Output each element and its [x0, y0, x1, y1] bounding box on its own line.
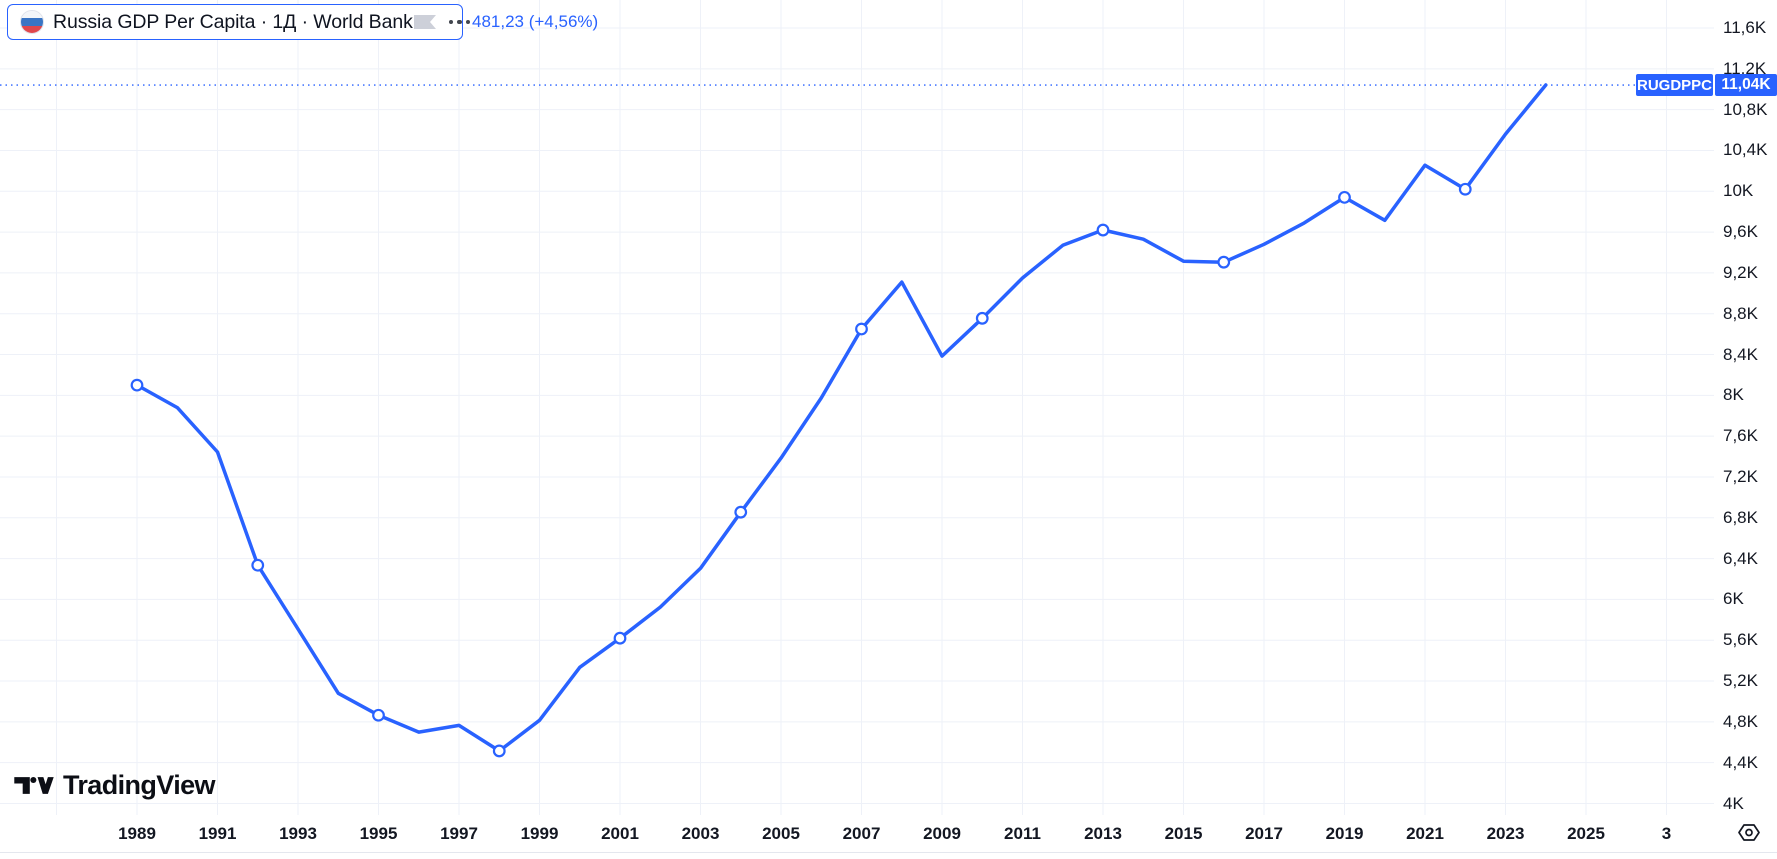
time-tick-label: 2025 [1567, 824, 1605, 843]
time-tick-label: 2007 [842, 824, 881, 843]
data-point-marker[interactable] [975, 311, 989, 325]
time-tick-label: 1995 [359, 824, 398, 843]
data-point-marker[interactable] [492, 744, 506, 758]
price-tick-label: 10,8K [1723, 99, 1768, 119]
time-tick-label: 1999 [520, 824, 559, 843]
symbol-title: Russia GDP Per Capita · 1Д · World Bank [53, 10, 413, 33]
settings-hexagon-icon[interactable] [1737, 822, 1761, 843]
price-tick-label: 8,4K [1723, 344, 1758, 364]
price-tick-label: 5,6K [1723, 630, 1758, 650]
data-point-marker[interactable] [372, 708, 385, 722]
price-tick-label: 4,8K [1723, 711, 1758, 731]
time-tick-label: 2023 [1486, 824, 1525, 843]
tradingview-logo-icon [14, 776, 54, 794]
time-tick-label: 2003 [681, 824, 720, 843]
data-point-marker[interactable] [1338, 190, 1351, 204]
price-tick-label: 8,8K [1723, 303, 1758, 323]
price-axis[interactable]: 11,6K 11,2K 10,8K 10,4K 10K 9,6K 9,2K 8,8K 8,4K 8… [1714, 0, 1777, 852]
time-tick-label: 2013 [1084, 824, 1122, 843]
price-badge-symbol: RUGDPPC [1636, 74, 1713, 96]
price-tick-label: 10K [1723, 181, 1754, 201]
time-tick-label: 1991 [198, 824, 237, 843]
price-tick-label: 6,8K [1723, 507, 1758, 527]
price-tick-label: 8K [1723, 385, 1744, 405]
time-tick-label: 2001 [601, 824, 639, 843]
more-dots-icon[interactable] [448, 19, 471, 25]
price-tick-label: 6,4K [1723, 548, 1758, 568]
data-point-marker[interactable] [613, 631, 627, 645]
price-tick-label: 9,2K [1723, 262, 1758, 282]
time-tick-label: 2021 [1406, 824, 1444, 843]
price-tick-label: 7,2K [1723, 466, 1758, 486]
time-tick-label: 1989 [118, 824, 156, 843]
price-tick-label: 6K [1723, 589, 1744, 609]
tradingview-logo[interactable]: TradingView [13, 770, 216, 801]
time-tick-label: 2011 [1004, 824, 1041, 843]
price-change-text: 481,23 (+4,56%) [472, 12, 599, 31]
symbol-legend[interactable]: Russia GDP Per Capita · 1Д · World Bank [7, 4, 471, 40]
data-point-marker[interactable] [1217, 255, 1231, 269]
time-tick-label: 1993 [279, 824, 317, 843]
price-tick-label: 4,4K [1723, 752, 1758, 772]
price-tick-label: 11,2K [1723, 58, 1767, 78]
price-tick-label: 5,2K [1723, 671, 1758, 691]
data-point-marker[interactable] [855, 322, 868, 336]
time-tick-label: 2005 [762, 824, 800, 843]
time-tick-label: 1997 [440, 824, 478, 843]
data-point-marker[interactable] [1458, 182, 1472, 196]
data-point-marker[interactable] [130, 378, 144, 392]
tradingview-logo-text: TradingView [63, 770, 216, 800]
price-tick-label: 4K [1723, 793, 1744, 813]
time-tick-label: 2019 [1325, 824, 1364, 843]
price-badge-value: 11,04K [1715, 74, 1777, 96]
price-tick-label: 11,6K [1723, 18, 1767, 37]
data-point-marker[interactable] [734, 505, 748, 519]
series-line[interactable] [135, 83, 1548, 753]
time-tick-label: 2017 [1245, 824, 1283, 843]
price-tick-label: 10,4K [1723, 140, 1768, 160]
price-tick-label: 9,6K [1723, 222, 1758, 242]
axis-bottom-border [0, 852, 1777, 853]
time-tick-label: 3 [1661, 824, 1672, 843]
time-axis[interactable]: 1989 1991 1993 1995 1997 1999 2001 2003 2005 2007… [0, 815, 1777, 852]
time-tick-label: 2015 [1164, 824, 1203, 843]
russia-flag-icon [20, 10, 44, 34]
flag-symbol-icon[interactable] [413, 14, 437, 30]
data-point-marker[interactable] [1096, 223, 1110, 237]
price-tick-label: 7,6K [1723, 426, 1758, 446]
time-tick-label: 2009 [923, 824, 961, 843]
data-point-marker[interactable] [251, 558, 265, 572]
